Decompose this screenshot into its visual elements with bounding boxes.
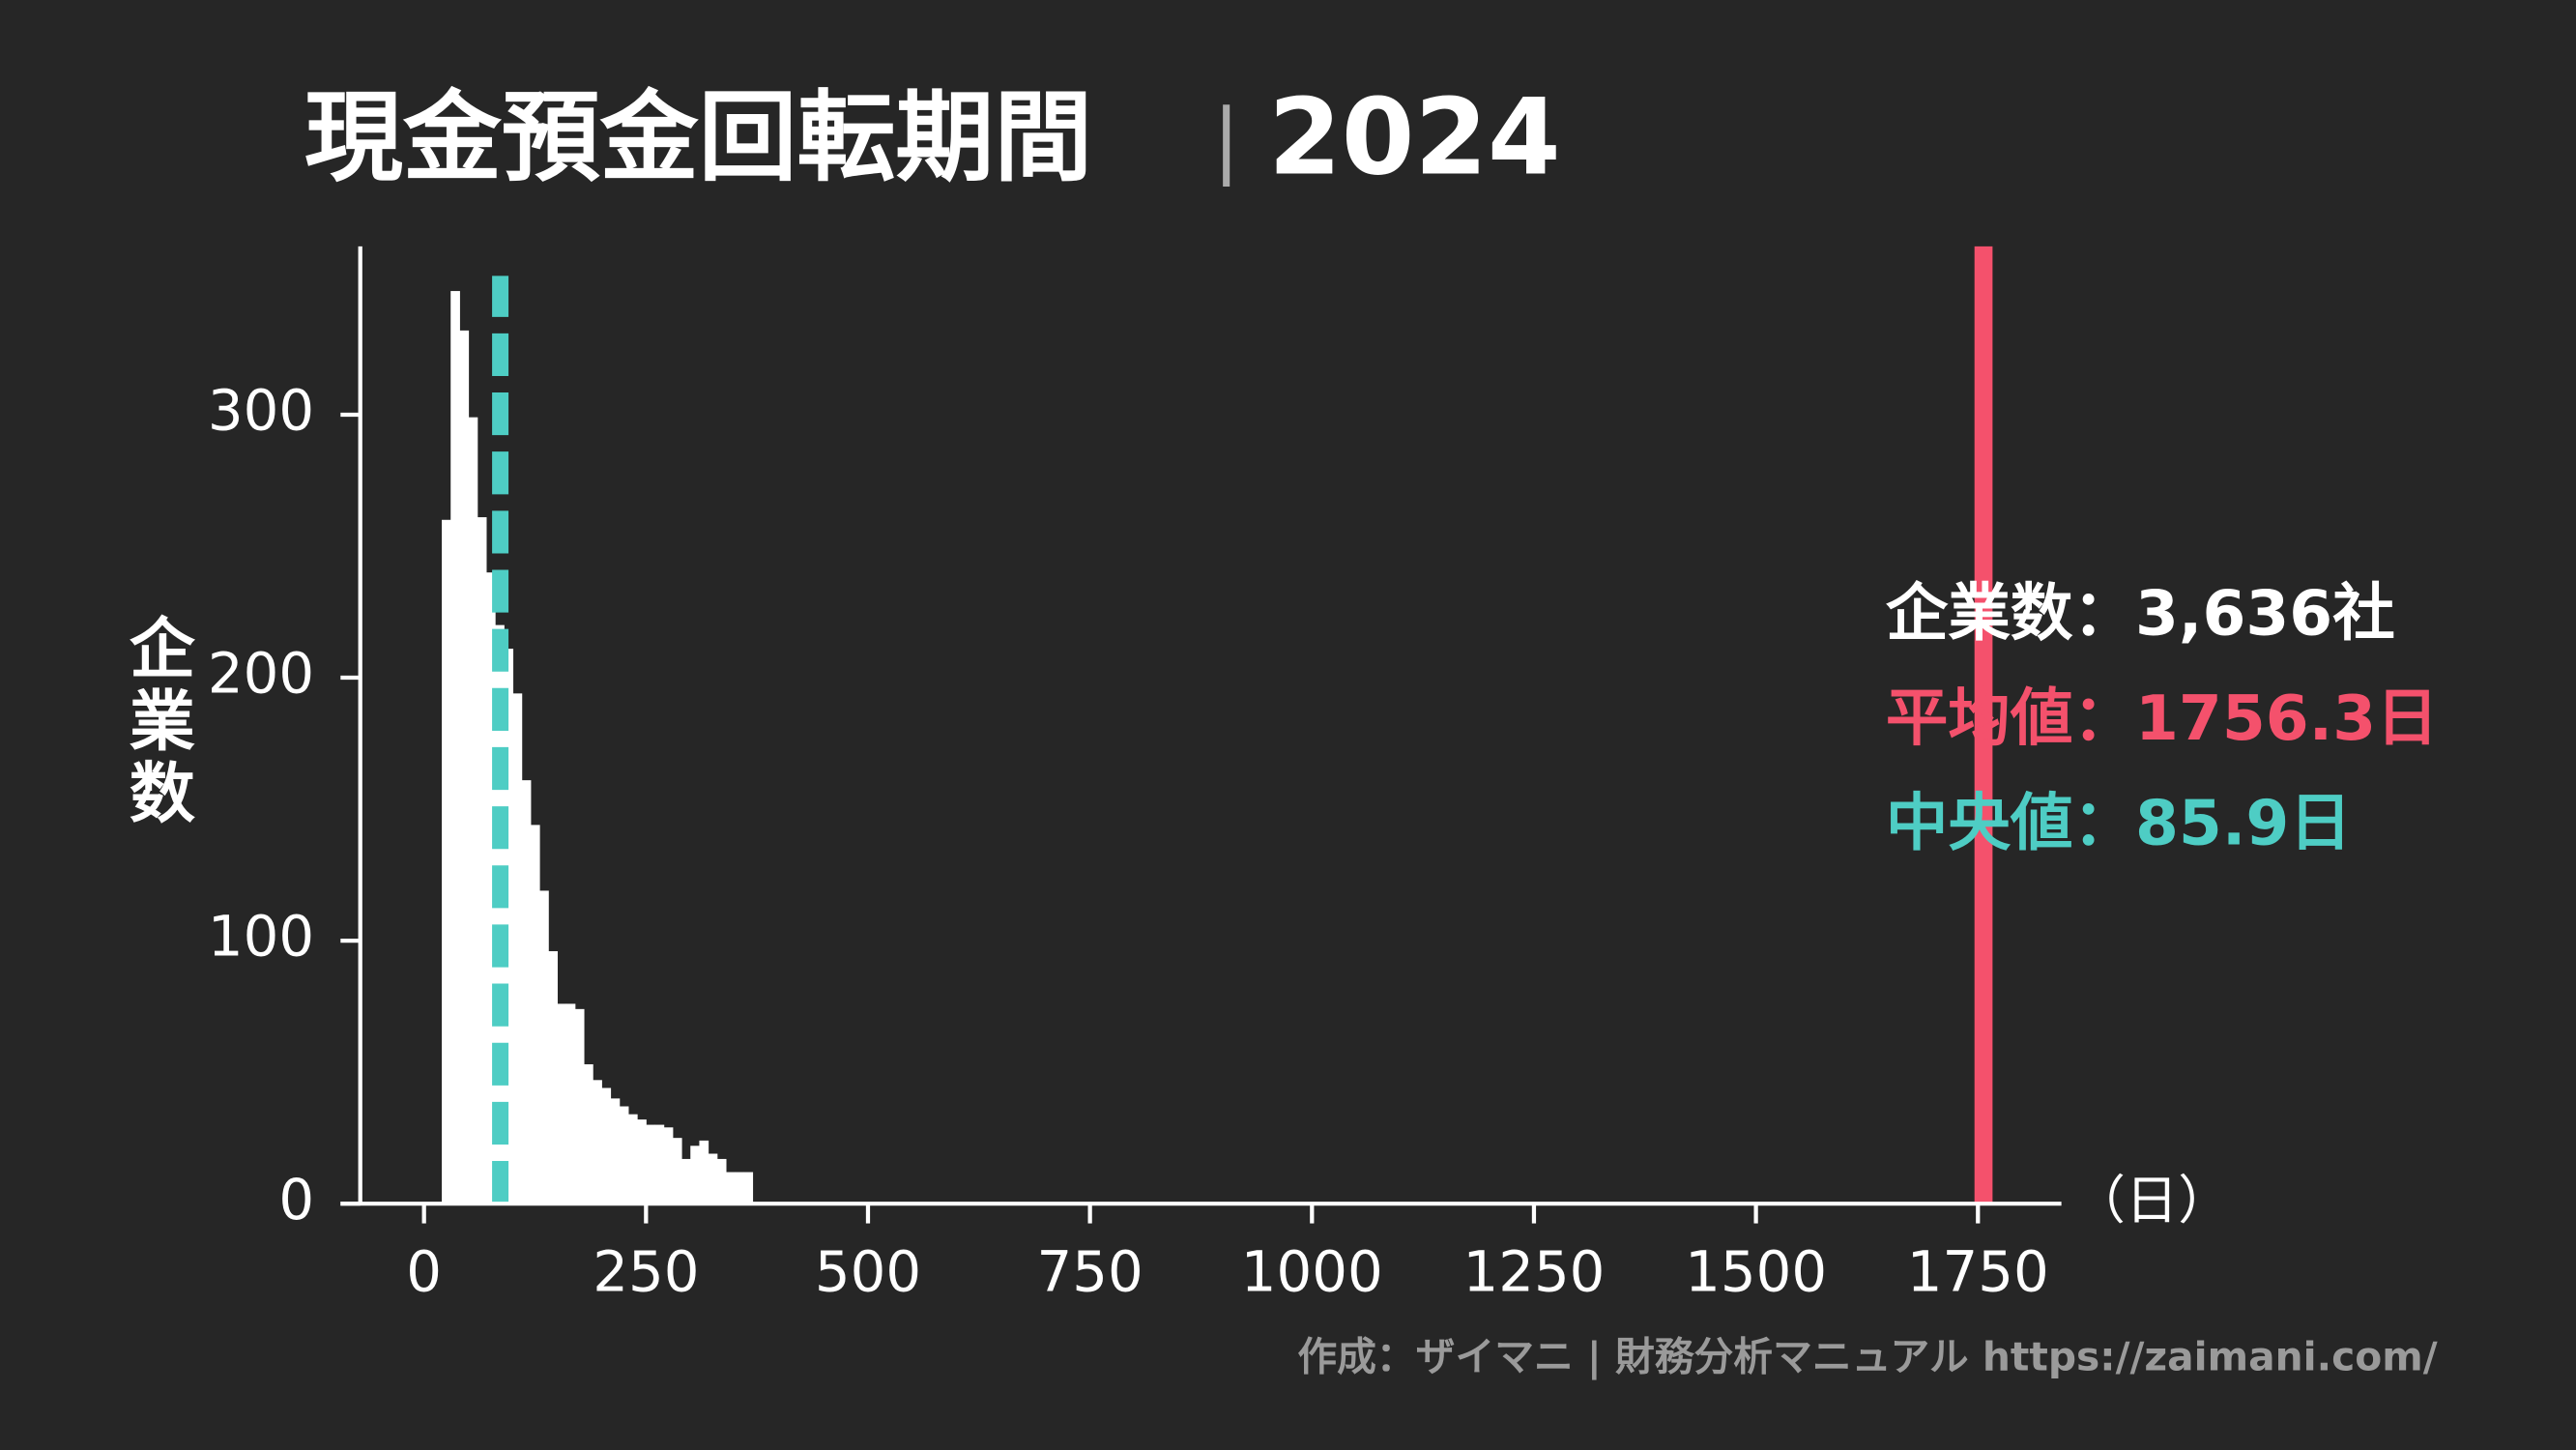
bar — [459, 330, 470, 1204]
bar — [530, 825, 540, 1204]
bar — [504, 649, 514, 1204]
bar — [450, 291, 460, 1204]
bar — [485, 572, 496, 1204]
y-tick-label: 100 — [208, 904, 314, 970]
x-tick-label: 1500 — [1685, 1239, 1827, 1305]
bar — [593, 1080, 602, 1204]
bar — [442, 519, 451, 1204]
bar — [672, 1138, 682, 1204]
y-tick-label: 0 — [278, 1167, 314, 1232]
stat-annotation: 平均値：1756.3日 — [1886, 682, 2439, 755]
bar — [601, 1088, 612, 1204]
x-tick-label: 750 — [1037, 1239, 1143, 1305]
bar — [726, 1172, 736, 1204]
bar — [654, 1124, 665, 1204]
bar — [637, 1119, 647, 1204]
bar — [574, 1008, 585, 1204]
x-tick-label: 250 — [593, 1239, 699, 1305]
x-axis-unit: （日） — [2073, 1170, 2231, 1231]
bar — [584, 1063, 593, 1204]
bar — [690, 1146, 700, 1204]
bar — [735, 1172, 744, 1204]
y-tick-label: 200 — [208, 641, 314, 707]
x-tick-label: 0 — [406, 1239, 442, 1305]
bar — [495, 624, 505, 1204]
bar — [521, 780, 532, 1204]
bar — [708, 1153, 718, 1204]
x-tick-label: 500 — [815, 1239, 921, 1305]
bar — [512, 693, 523, 1204]
bar — [627, 1114, 638, 1204]
title-year: 2024 — [1268, 75, 1561, 198]
bar — [663, 1127, 674, 1204]
bar — [565, 1003, 576, 1204]
bar — [699, 1140, 709, 1204]
x-tick-label: 1750 — [1907, 1239, 2049, 1305]
footer: 作成：ザイマニ | 財務分析マニュアル https://zaimani.com/ — [1297, 1334, 2437, 1381]
bar — [646, 1124, 656, 1204]
bar — [610, 1098, 621, 1204]
bar — [557, 1003, 567, 1204]
title-separator: | — [1212, 92, 1240, 188]
stat-annotation: 中央値：85.9日 — [1886, 788, 2352, 860]
x-tick-label: 1250 — [1462, 1239, 1605, 1305]
bar — [743, 1172, 754, 1204]
chart-title: 現金預金回転期間 — [304, 80, 1092, 195]
y-axis-label: 企業数 — [117, 614, 194, 830]
x-tick-label: 1000 — [1241, 1239, 1383, 1305]
bar — [548, 950, 558, 1204]
bar — [716, 1158, 727, 1204]
bar — [477, 517, 487, 1204]
bar — [619, 1106, 629, 1204]
stat-annotation: 企業数：3,636社 — [1886, 577, 2395, 650]
bar — [681, 1158, 691, 1204]
bar — [539, 890, 549, 1204]
y-tick-label: 300 — [208, 378, 314, 444]
bar — [468, 417, 478, 1204]
